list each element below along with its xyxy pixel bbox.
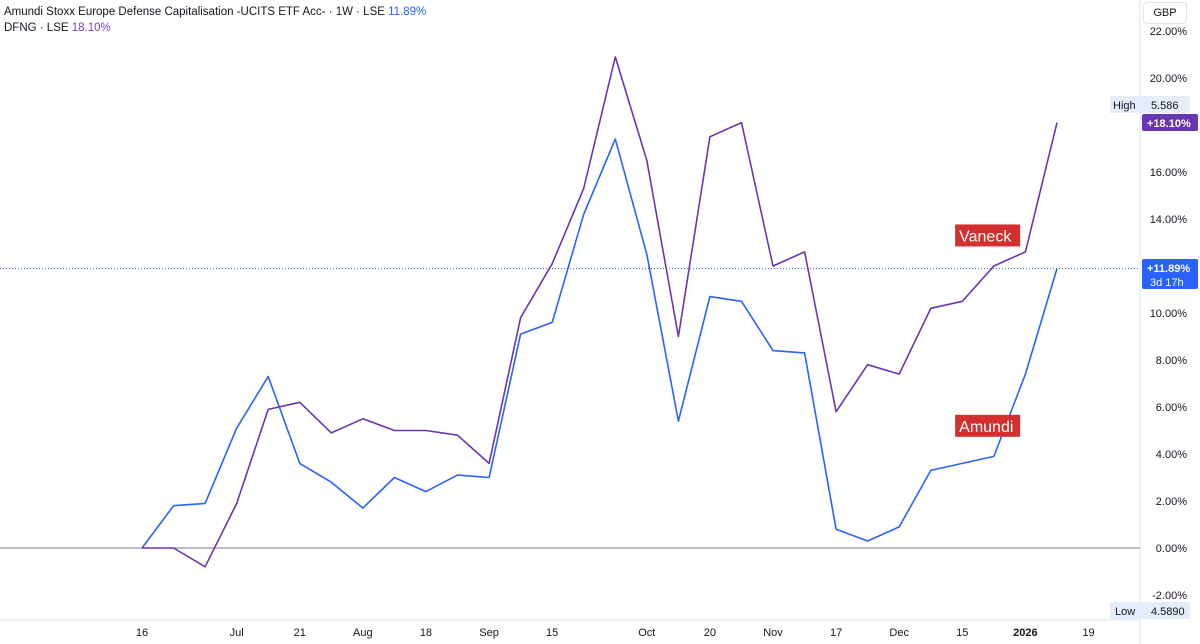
y-tick-label: 2.00% [1156,496,1187,508]
annotation-amundi-text: Amundi [959,419,1013,436]
x-tick-label: 15 [956,627,968,639]
y-tick-label: 10.00% [1150,308,1188,320]
y-tick-label: 0.00% [1156,543,1187,555]
annotation-amundi-box[interactable] [955,414,1021,437]
y-tick-label: 16.00% [1150,167,1188,179]
y-tick-label: 6.00% [1156,402,1187,414]
amundi-last-value: +11.89% [1147,263,1190,275]
x-tick-label: Aug [353,627,373,639]
x-tick-label: 20 [704,627,716,639]
x-tick-label: Nov [763,627,783,639]
x-tick-label: Sep [479,627,499,639]
y-tick-label: 8.00% [1156,355,1187,367]
legend-row-dfng[interactable]: DFNG · LSE 18.10% [4,20,426,36]
high-value: 5.586 [1151,100,1179,112]
x-tick-label: Jul [230,627,244,639]
chart-legend: Amundi Stoxx Europe Defense Capitalisati… [4,4,426,36]
x-tick-label: 21 [294,627,306,639]
legend-dfng-label: DFNG · LSE [4,22,69,34]
annotation-vaneck-box[interactable] [955,224,1021,247]
low-label-box [1110,602,1190,619]
legend-dfng-value: 18.10% [71,22,111,34]
x-tick-label: 19 [1082,627,1094,639]
vaneck-last-value: +18.10% [1147,118,1191,130]
legend-row-amundi[interactable]: Amundi Stoxx Europe Defense Capitalisati… [4,4,426,20]
x-tick-label: 16 [136,627,148,639]
series-line-amundi[interactable] [141,138,1058,549]
x-tick-label: 15 [546,627,558,639]
x-tick-label: Dec [889,627,909,639]
series-line-vaneck[interactable] [142,56,1058,568]
x-tick-label: 18 [420,627,432,639]
legend-amundi-value: 11.89% [388,6,427,18]
vaneck-last-badge [1142,114,1198,131]
high-label-box [1110,96,1190,113]
countdown-label: 3d 17h [1150,277,1184,289]
y-tick-label: 4.00% [1156,449,1187,461]
annotation-vaneck-text: Vaneck [959,228,1012,245]
x-tick-label: 2026 [1013,627,1037,639]
y-tick-label: 22.00% [1150,26,1188,38]
y-tick-label: 14.00% [1150,214,1188,226]
y-tick-label: 20.00% [1150,73,1188,85]
y-tick-label: -2.00% [1152,590,1187,602]
legend-amundi-label: Amundi Stoxx Europe Defense Capitalisati… [4,6,385,18]
amundi-last-badge [1142,259,1198,289]
currency-button[interactable]: GBP [1143,2,1187,24]
low-value: 4.5890 [1151,606,1185,618]
x-tick-label: 17 [830,627,842,639]
x-tick-label: Oct [638,627,655,639]
high-label: High [1113,100,1136,112]
low-label: Low [1115,606,1135,618]
